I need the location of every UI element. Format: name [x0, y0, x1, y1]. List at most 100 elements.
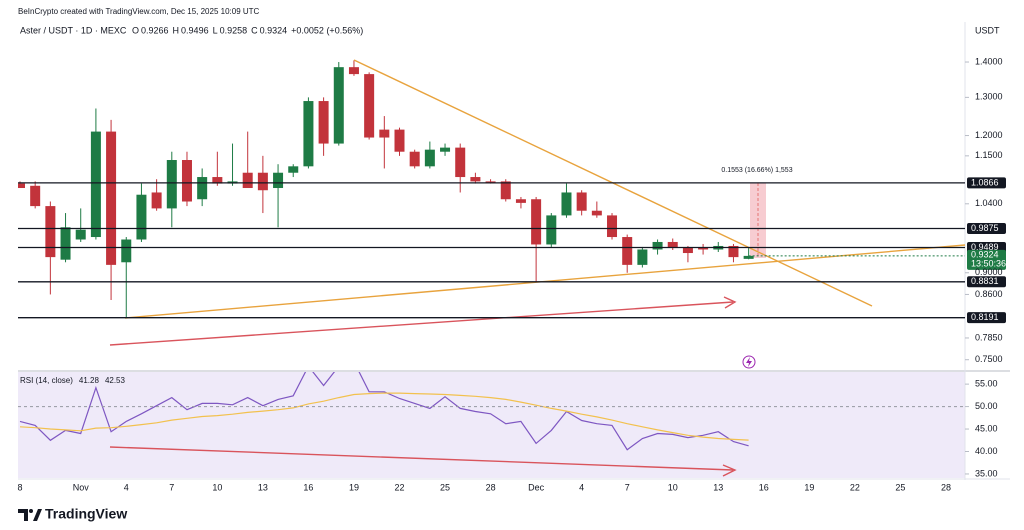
arrow: [109, 446, 734, 471]
candle-body: [394, 129, 405, 152]
change: +0.0052 (+0.56%): [291, 25, 363, 35]
ohlc-value: 0.9496: [181, 25, 209, 35]
price-label: 0.9324: [971, 249, 999, 259]
candle-body: [318, 101, 329, 144]
candle-body: [531, 199, 542, 245]
logo-dot: [29, 509, 33, 513]
drawings: 0.1553 (16.66%) 1,553 1.0866 0.9875 0.9489…: [18, 59, 1006, 477]
candle-body: [576, 192, 587, 211]
axis-unit: USDT: [975, 25, 1000, 35]
candle-body: [288, 166, 299, 173]
x-tick-label: 22: [850, 482, 860, 492]
y-tick-label: 35.00: [975, 468, 998, 478]
level-label-box: [967, 312, 1006, 324]
candle-body: [379, 129, 390, 138]
level-label: 1.0866: [971, 177, 999, 187]
level-label: 0.9875: [971, 223, 999, 233]
arrow-head: [723, 296, 737, 309]
candle-body: [18, 183, 25, 189]
candle-body: [682, 247, 693, 254]
x-tick-label: 25: [895, 482, 905, 492]
candle-body: [561, 192, 572, 216]
rsi-legend-value: 41.28: [79, 376, 100, 385]
x-tick-label: 7: [169, 482, 174, 492]
x-tick-label: 28: [486, 482, 496, 492]
ohlc-value: 0.9266: [141, 25, 169, 35]
candle-body: [546, 215, 557, 245]
y-tick-label: 1.1500: [975, 150, 1003, 160]
x-tick-label: 25: [440, 482, 450, 492]
event-icon-bolt: [746, 357, 752, 367]
candle-body: [121, 239, 132, 263]
footer-logo: TradingView: [18, 506, 127, 522]
x-tick-label: 4: [124, 482, 129, 492]
y-tick-label: 0.8600: [975, 289, 1003, 299]
x-tick-label: 8: [17, 482, 22, 492]
candle-body: [591, 210, 602, 216]
x-tick-label: 10: [668, 482, 678, 492]
candle-body: [212, 177, 223, 184]
ohlc-value: 0.9258: [220, 25, 248, 35]
y-tick-label: 45.00: [975, 423, 998, 433]
x-tick-label: 16: [303, 482, 313, 492]
y-tick-label: 0.9000: [975, 267, 1003, 277]
price-pane: [18, 60, 766, 318]
ohlc-label: C: [251, 25, 258, 35]
level-label: 0.8191: [971, 312, 999, 322]
y-tick-label: 0.7500: [975, 354, 1003, 364]
candle-body: [348, 67, 359, 75]
y-tick-label: 0.7850: [975, 332, 1003, 342]
brand: TradingView: [45, 506, 127, 522]
x-tick-label: 28: [941, 482, 951, 492]
candle-body: [364, 74, 375, 138]
candle-body: [409, 151, 420, 167]
level-label-box: [967, 177, 1006, 189]
y-tick-label: 55.00: [975, 379, 998, 389]
rsi-legend-value: 42.53: [105, 376, 126, 385]
candle-body: [30, 185, 41, 207]
candle-body: [303, 101, 314, 167]
x-tick-label: 10: [212, 482, 222, 492]
countdown: 13:50:36: [971, 258, 1006, 268]
rsi-title: RSI (14, close): [20, 376, 73, 385]
candle-body: [333, 67, 344, 144]
x-tick-label: 19: [349, 482, 359, 492]
y-tick-label: 50.00: [975, 401, 998, 411]
candle-body: [75, 229, 86, 240]
candle-body: [45, 206, 56, 258]
y-tick-label: 1.4000: [975, 56, 1003, 66]
caption: BeInCrypto created with TradingView.com,…: [18, 7, 260, 16]
candle-body: [151, 192, 162, 209]
arrow-head: [722, 464, 737, 477]
y-tick-label: 1.3000: [975, 92, 1003, 102]
candle-body: [485, 181, 496, 183]
candle-body: [90, 131, 101, 238]
ohlc-label: O: [132, 25, 139, 35]
level-label: 0.9489: [971, 242, 999, 252]
candle-body: [166, 160, 177, 209]
candle-body: [136, 194, 147, 240]
rsi-line: [19, 372, 749, 451]
candle-body: [470, 177, 481, 182]
candle-body: [242, 172, 253, 189]
candle-body: [197, 177, 208, 200]
candle-body: [622, 237, 633, 265]
candle-body: [181, 160, 192, 202]
candle-body: [440, 147, 451, 152]
rsi-line: [19, 392, 749, 441]
candle-body: [743, 255, 754, 259]
arrow: [109, 301, 734, 346]
candle-body: [60, 227, 71, 260]
y-tick-label: 1.0400: [975, 198, 1003, 208]
candle-body: [106, 131, 117, 265]
candle-body: [637, 249, 648, 265]
ohlc-label: H: [173, 25, 180, 35]
candle-body: [500, 181, 511, 200]
level-label-box: [967, 276, 1006, 288]
level-label-box: [967, 223, 1006, 235]
candle-body: [273, 172, 284, 189]
x-tick-label: 16: [759, 482, 769, 492]
candle-body: [607, 215, 618, 238]
symbol-title: Aster / USDT · 1D · MEXC: [20, 25, 127, 35]
